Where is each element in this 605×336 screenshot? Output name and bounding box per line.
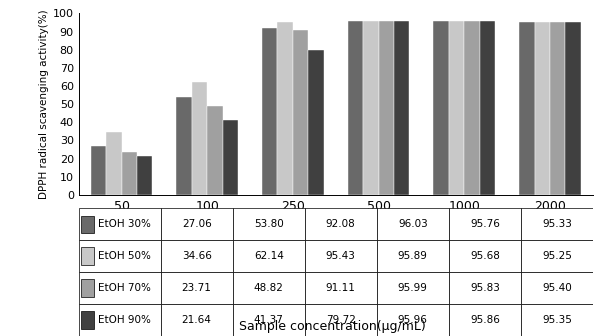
Text: 96.03: 96.03 (398, 219, 428, 229)
Text: 91.11: 91.11 (326, 283, 356, 293)
Bar (177, 97, 192, 195)
Bar (394, 21, 410, 195)
Text: 95.35: 95.35 (542, 315, 572, 325)
Bar (480, 21, 495, 195)
Text: Sample concentration(μg/mL): Sample concentration(μg/mL) (240, 320, 426, 333)
FancyBboxPatch shape (233, 208, 305, 240)
FancyBboxPatch shape (79, 272, 161, 304)
Bar (519, 22, 535, 195)
Bar (122, 152, 137, 195)
FancyBboxPatch shape (449, 272, 521, 304)
Bar (535, 22, 550, 195)
Text: 95.96: 95.96 (398, 315, 428, 325)
FancyBboxPatch shape (521, 304, 593, 336)
Text: 34.66: 34.66 (182, 251, 212, 261)
Text: 95.33: 95.33 (542, 219, 572, 229)
Bar (207, 106, 223, 195)
Text: 95.68: 95.68 (470, 251, 500, 261)
FancyBboxPatch shape (521, 240, 593, 272)
FancyBboxPatch shape (233, 272, 305, 304)
Bar (223, 120, 238, 195)
FancyBboxPatch shape (377, 240, 449, 272)
Bar (278, 22, 293, 195)
FancyBboxPatch shape (449, 208, 521, 240)
Text: 92.08: 92.08 (326, 219, 356, 229)
Text: 27.06: 27.06 (182, 219, 212, 229)
Bar (550, 22, 566, 195)
Text: 95.89: 95.89 (398, 251, 428, 261)
Text: 79.72: 79.72 (326, 315, 356, 325)
Text: EtOH 50%: EtOH 50% (98, 251, 151, 261)
FancyBboxPatch shape (449, 304, 521, 336)
Text: 62.14: 62.14 (253, 251, 284, 261)
FancyBboxPatch shape (161, 240, 233, 272)
FancyBboxPatch shape (305, 272, 377, 304)
Bar (309, 50, 324, 195)
Bar (293, 30, 309, 195)
Bar (192, 82, 207, 195)
Bar (106, 132, 122, 195)
Bar (137, 156, 152, 195)
FancyBboxPatch shape (81, 215, 94, 233)
FancyBboxPatch shape (161, 304, 233, 336)
Text: 95.83: 95.83 (470, 283, 500, 293)
FancyBboxPatch shape (377, 272, 449, 304)
Bar (363, 21, 379, 195)
FancyBboxPatch shape (79, 304, 161, 336)
Bar (91, 146, 106, 195)
Bar (566, 22, 581, 195)
FancyBboxPatch shape (449, 240, 521, 272)
Text: EtOH 90%: EtOH 90% (98, 315, 151, 325)
Bar (262, 28, 278, 195)
FancyBboxPatch shape (377, 208, 449, 240)
FancyBboxPatch shape (377, 304, 449, 336)
Text: 23.71: 23.71 (182, 283, 212, 293)
FancyBboxPatch shape (161, 272, 233, 304)
Text: EtOH 70%: EtOH 70% (98, 283, 151, 293)
Bar (433, 21, 449, 195)
Bar (465, 21, 480, 195)
Text: 41.37: 41.37 (253, 315, 284, 325)
FancyBboxPatch shape (79, 240, 161, 272)
FancyBboxPatch shape (305, 208, 377, 240)
FancyBboxPatch shape (305, 304, 377, 336)
FancyBboxPatch shape (81, 279, 94, 297)
FancyBboxPatch shape (521, 272, 593, 304)
FancyBboxPatch shape (233, 240, 305, 272)
Bar (449, 21, 465, 195)
Bar (348, 20, 363, 195)
Bar (379, 21, 394, 195)
FancyBboxPatch shape (81, 311, 94, 329)
Y-axis label: DPPH radical scavenging activity(%): DPPH radical scavenging activity(%) (39, 9, 48, 199)
Text: 53.80: 53.80 (254, 219, 284, 229)
FancyBboxPatch shape (79, 208, 161, 240)
FancyBboxPatch shape (521, 208, 593, 240)
Text: 95.40: 95.40 (542, 283, 572, 293)
FancyBboxPatch shape (161, 208, 233, 240)
Text: 95.99: 95.99 (398, 283, 428, 293)
Text: 95.43: 95.43 (326, 251, 356, 261)
FancyBboxPatch shape (81, 247, 94, 265)
Text: 21.64: 21.64 (182, 315, 212, 325)
FancyBboxPatch shape (233, 304, 305, 336)
Text: 48.82: 48.82 (253, 283, 284, 293)
Text: 95.76: 95.76 (470, 219, 500, 229)
Text: EtOH 30%: EtOH 30% (98, 219, 151, 229)
FancyBboxPatch shape (305, 240, 377, 272)
Text: 95.86: 95.86 (470, 315, 500, 325)
Text: 95.25: 95.25 (542, 251, 572, 261)
